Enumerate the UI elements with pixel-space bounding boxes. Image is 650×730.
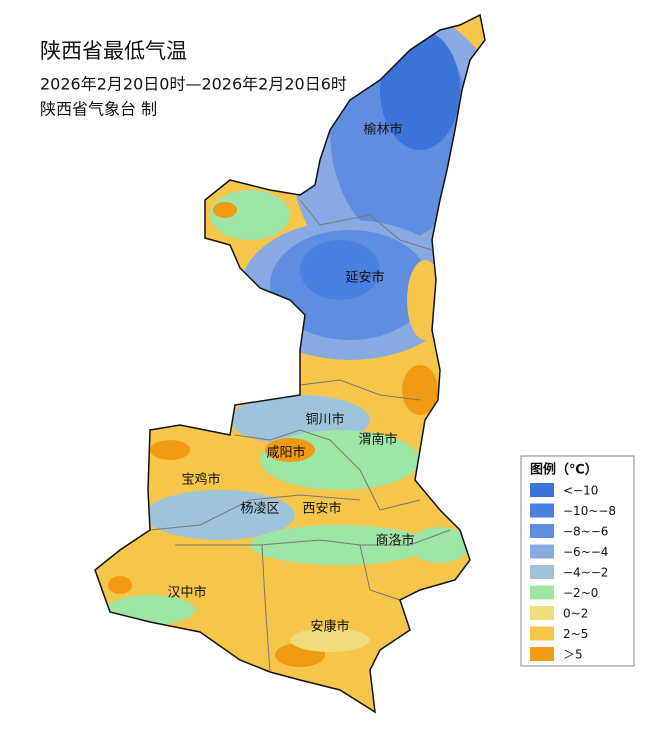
legend-label: 0~2 [563,607,588,621]
border [299,199,433,251]
border [234,429,421,511]
city-label: 榆林市 [363,122,402,138]
city-label: 安康市 [310,619,349,635]
field-patch [290,628,370,652]
province-outline [94,13,486,714]
legend-swatch [530,483,554,497]
border [175,529,451,546]
legend-label: 2~5 [563,627,588,641]
city-label: 咸阳市 [266,445,305,461]
border [359,544,401,601]
map-title: 陕西省最低气温 [40,39,187,63]
field-patch [407,260,443,340]
legend-label: −2~0 [563,586,598,600]
field-patch [402,365,438,415]
field-patch [210,190,290,240]
field-patch [108,576,132,594]
map-producer: 陕西省气象台 制 [40,100,157,119]
legend-label: −8~−6 [563,525,608,539]
legend: 图例（℃） <−10 −10~−8 −8~−6 −6~−4 −4~−2 −2~0 0~2 2~… [520,455,635,667]
city-label: 杨凌区 [240,502,279,517]
legend-label: ＞5 [563,648,583,662]
map-subtitle: 2026年2月20日0时—2026年2月20日6时 [40,75,347,94]
city-label: 汉中市 [167,585,206,601]
legend-label: −6~−4 [563,545,608,559]
field-patch [250,525,430,565]
field-patch [265,438,315,462]
border [261,544,271,673]
border [299,379,421,401]
legend-swatch [530,585,554,600]
city-label: 延安市 [345,270,384,286]
legend-swatch [530,606,554,620]
field-patch [410,527,470,563]
field-patch [150,440,190,460]
legend-swatch [530,647,554,661]
legend-label: <−10 [563,484,598,498]
city-label: 商洛市 [375,533,414,549]
city-label: 渭南市 [358,432,397,448]
legend-swatch [530,565,554,579]
border [149,494,361,531]
legend-swatch [530,626,554,641]
legend-title: 图例（℃） [530,462,598,478]
legend-swatch [530,503,554,518]
city-label: 西安市 [302,501,341,517]
legend-swatch [530,544,554,559]
district-borders [149,199,451,673]
city-label: 宝鸡市 [181,472,220,488]
field-patch [300,240,380,300]
city-label: 铜川市 [305,412,344,428]
legend-label: −10~−8 [563,504,616,518]
field-patch [213,202,237,218]
legend-label: −4~−2 [563,566,608,580]
legend-swatch [530,524,554,538]
